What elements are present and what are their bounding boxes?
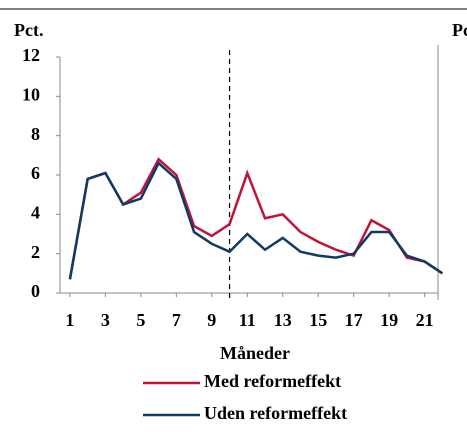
y-tick-label: 6 <box>31 163 40 183</box>
x-tick-label: 3 <box>101 310 110 330</box>
y-tick-label: 0 <box>31 281 40 301</box>
x-tick-label: 7 <box>172 310 181 330</box>
x-tick-label: 19 <box>380 310 398 330</box>
x-tick-label: 15 <box>309 310 327 330</box>
series-line <box>68 161 444 280</box>
y-tick-label: 10 <box>22 84 40 104</box>
x-tick-label: 1 <box>65 310 74 330</box>
legend-label: Uden reformeffekt <box>204 403 347 423</box>
y-tick-label: 4 <box>31 202 40 222</box>
x-tick-label: 11 <box>239 310 256 330</box>
x-tick-label: 13 <box>274 310 292 330</box>
y-tick-label: 12 <box>22 45 40 65</box>
y-tick-label: 2 <box>31 242 40 262</box>
x-axis-label: Måneder <box>220 343 290 363</box>
legend-label: Med reformeffekt <box>204 371 341 391</box>
y-axis-label: Pct. <box>14 20 43 40</box>
x-tick-label: 9 <box>207 310 216 330</box>
y2-axis-label: Pct. <box>452 20 467 40</box>
x-tick-label: 5 <box>136 310 145 330</box>
x-tick-label: 21 <box>416 310 434 330</box>
y-tick-label: 8 <box>31 124 40 144</box>
x-tick-label: 17 <box>345 310 363 330</box>
series-line <box>68 157 444 280</box>
